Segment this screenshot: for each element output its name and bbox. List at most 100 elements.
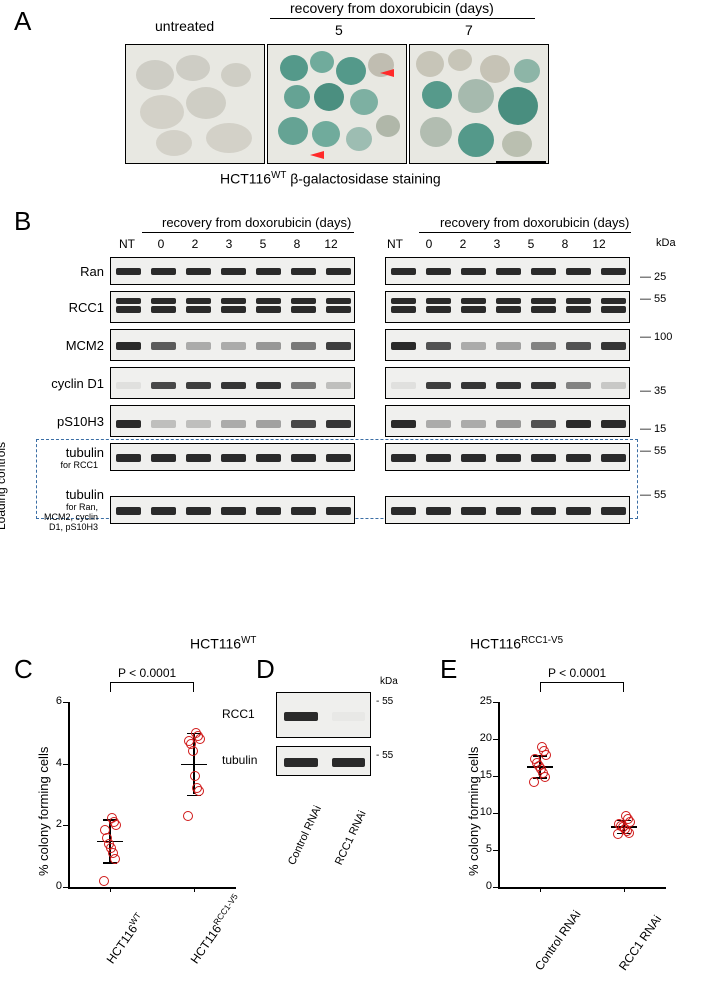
band: [496, 306, 521, 313]
lane-label: 2: [446, 237, 480, 251]
kda-label: — 25: [640, 271, 666, 283]
band: [256, 454, 281, 462]
kda-label: — 55: [640, 293, 666, 305]
band: [426, 298, 451, 304]
y-axis: [498, 702, 500, 887]
band: [186, 342, 211, 350]
band: [221, 342, 246, 350]
y-tick: [63, 764, 68, 765]
x-axis: [498, 887, 666, 889]
data-point: [530, 754, 540, 764]
panel-b-recovery-left: recovery from doxorubicin (days): [162, 215, 351, 230]
lane-label: 3: [212, 237, 246, 251]
cell: [176, 55, 210, 81]
scalebar: [496, 161, 546, 164]
band: [284, 758, 318, 767]
blot-row: RCC1: [40, 291, 630, 323]
data-point: [191, 728, 201, 738]
band: [116, 342, 141, 350]
data-point: [99, 876, 109, 886]
band: [426, 454, 451, 462]
cell: [314, 83, 344, 111]
band: [256, 507, 281, 515]
blot-row: cyclin D1: [40, 367, 630, 399]
kda-label: - 55: [376, 696, 393, 707]
panel-a-day7: 7: [465, 22, 473, 38]
band: [601, 420, 626, 428]
band: [291, 268, 316, 275]
band: [256, 298, 281, 304]
panel-b-label: B: [14, 206, 31, 237]
panel-a-micrographs: [125, 44, 549, 164]
band: [566, 342, 591, 350]
band: [531, 382, 556, 389]
cell: [140, 95, 184, 129]
band: [221, 382, 246, 389]
band: [332, 712, 366, 721]
arrow-icon: [310, 151, 324, 159]
row-label: MCM2: [40, 338, 110, 353]
band: [256, 342, 281, 350]
p-value: P < 0.0001: [548, 666, 606, 680]
band: [291, 382, 316, 389]
cell: [502, 131, 532, 157]
band: [326, 268, 351, 275]
blot-box: [110, 496, 355, 524]
y-tick: [493, 813, 498, 814]
band: [461, 306, 486, 313]
cell: [221, 63, 251, 87]
x-category-label: HCT116WT: [102, 910, 148, 966]
lane-label: 5: [514, 237, 548, 251]
y-axis-label: % colony forming cells: [466, 747, 481, 876]
band: [496, 298, 521, 304]
y-tick: [63, 887, 68, 888]
kda-label: — 100: [640, 331, 672, 343]
y-tick: [63, 825, 68, 826]
panel-a-header-rule: [270, 18, 535, 19]
band: [426, 306, 451, 313]
blot-box: [385, 405, 630, 437]
band: [116, 268, 141, 275]
band: [291, 507, 316, 515]
data-point: [529, 777, 539, 787]
band: [496, 454, 521, 462]
x-tick: [624, 887, 625, 892]
x-category-label: Control RNAi: [532, 908, 584, 973]
cell: [284, 85, 310, 109]
band: [116, 298, 141, 304]
cell: [480, 55, 510, 83]
data-point: [621, 811, 631, 821]
blot-box: [276, 692, 371, 738]
y-tick: [493, 739, 498, 740]
row-label: RCC1: [40, 300, 110, 315]
band: [566, 507, 591, 515]
lane-label: 12: [314, 237, 348, 251]
blot-box: [385, 443, 630, 471]
lane-label: 2: [178, 237, 212, 251]
band: [116, 454, 141, 462]
panel-b-rule-left: [142, 232, 354, 233]
blot-row: MCM2: [40, 329, 630, 361]
cell: [280, 55, 308, 81]
band: [566, 268, 591, 275]
band: [601, 298, 626, 304]
kda-label: — 15: [640, 423, 666, 435]
band: [531, 507, 556, 515]
y-tick-label: 20: [472, 732, 492, 744]
band: [426, 507, 451, 515]
panel-b-recovery-right: recovery from doxorubicin (days): [440, 215, 629, 230]
band: [531, 306, 556, 313]
y-tick-label: 6: [42, 695, 62, 707]
y-tick-label: 0: [472, 880, 492, 892]
micrograph-untreated: [125, 44, 265, 164]
band: [151, 507, 176, 515]
lane-label: 0: [144, 237, 178, 251]
band: [426, 342, 451, 350]
cell: [514, 59, 540, 83]
blot-box: [110, 443, 355, 471]
p-value: P < 0.0001: [118, 666, 176, 680]
cell: [206, 123, 252, 153]
band: [326, 454, 351, 462]
band: [531, 420, 556, 428]
x-tick: [110, 887, 111, 892]
